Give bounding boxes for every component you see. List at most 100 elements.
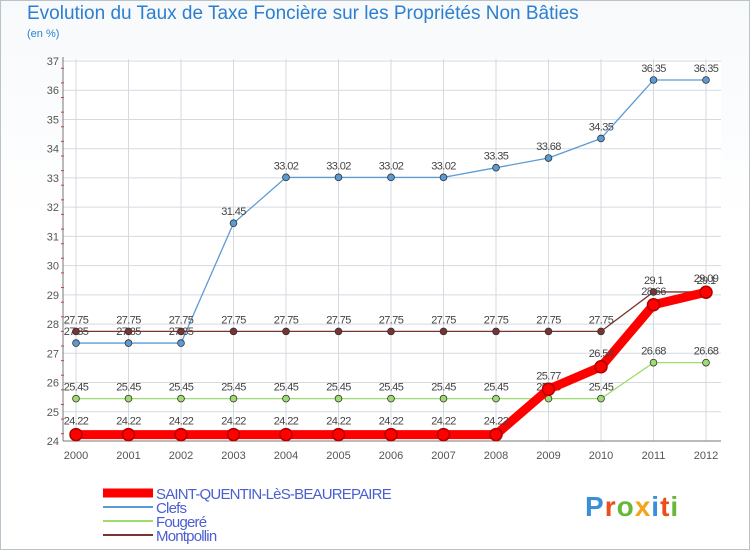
data-point-3 [124,327,133,336]
data-label: 27.75 [116,314,141,326]
data-label: 25.45 [484,382,509,394]
data-label: 29.1 [644,275,663,287]
logo-letter: r [604,491,617,522]
logo-letter: o [616,491,635,522]
data-point-1 [282,173,290,182]
x-tick-label: 2006 [379,450,403,462]
data-point-2 [439,394,448,403]
data-label: 29.09 [694,273,719,285]
y-tick-label: 27 [47,348,59,360]
proxiti-logo: Proxiti [585,491,679,523]
x-tick-label: 2003 [221,450,245,462]
data-point-3 [649,288,658,296]
y-tick-label: 37 [47,56,59,68]
data-label: 36.35 [641,63,666,75]
data-point-3 [334,327,343,336]
data-label: 24.22 [274,416,299,428]
data-label: 33.02 [379,160,404,172]
x-tick-label: 2010 [589,450,613,462]
data-point-2 [702,358,710,367]
data-point-0 [279,427,293,442]
data-label: 27.75 [169,314,194,326]
y-tick-label: 30 [47,261,59,273]
data-label: 26.68 [641,346,666,358]
data-label: 27.75 [379,314,404,326]
data-label: 25.45 [431,382,456,394]
data-point-1 [439,173,448,182]
data-point-0 [69,427,83,442]
data-point-1 [177,339,185,347]
y-tick-label: 26 [47,378,59,390]
data-point-2 [334,394,343,403]
y-tick-label: 35 [47,114,59,126]
data-label: 28.66 [641,286,666,298]
data-label: 27.75 [431,314,456,326]
y-tick-label: 36 [47,85,59,97]
data-label: 26.54 [589,348,614,360]
data-point-0 [489,427,503,442]
data-point-1 [544,154,553,162]
data-label: 27.75 [274,314,299,326]
data-label: 24.22 [379,416,404,428]
data-point-1 [334,173,343,182]
data-label: 33.68 [536,141,561,153]
data-point-1 [649,76,658,84]
data-point-1 [492,163,500,172]
data-point-3 [544,327,553,336]
data-label: 25.45 [169,382,194,394]
data-point-0 [646,298,661,312]
data-point-0 [436,427,451,442]
data-label: 24.22 [169,416,194,428]
x-tick-label: 2008 [484,450,508,462]
data-point-0 [594,360,608,374]
data-label: 25.45 [221,382,246,394]
x-tick-label: 2012 [694,450,718,462]
data-label: 27.75 [221,314,246,326]
y-tick-label: 34 [47,144,59,156]
data-point-2 [229,394,238,403]
data-point-0 [384,427,398,442]
x-tick-label: 2000 [64,450,88,462]
data-point-1 [702,76,710,84]
data-label: 36.35 [694,63,719,75]
legend-label-2: Fougeré [156,514,207,531]
x-tick-label: 2009 [536,450,560,462]
data-label: 27.75 [589,314,614,326]
y-tick-label: 28 [47,319,59,331]
data-point-1 [124,339,133,347]
data-label: 24.22 [431,416,456,428]
data-label: 25.45 [326,382,351,394]
data-label: 24.22 [484,416,509,428]
data-label: 25.77 [536,370,561,382]
x-tick-label: 2007 [431,450,455,462]
y-tick-label: 25 [47,407,59,419]
data-point-1 [387,173,395,182]
legend-label-1: Clefs [156,500,186,517]
data-point-2 [124,394,133,403]
legend-label-0: SAINT-QUENTIN-LèS-BEAUREPAIRE [156,486,392,503]
data-label: 25.45 [274,382,299,394]
data-point-2 [282,394,290,403]
data-point-2 [492,394,500,403]
data-point-1 [229,219,238,228]
data-label: 27.75 [536,314,561,326]
y-tick-label: 29 [47,290,59,302]
data-label: 27.75 [484,314,509,326]
logo-letter: P [585,491,605,522]
logo-letter: x [634,491,652,522]
y-tick-label: 32 [47,202,59,214]
data-point-0 [226,427,241,442]
data-point-3 [492,327,500,336]
data-point-3 [387,327,395,336]
data-label: 31.45 [221,206,246,218]
data-point-3 [597,327,605,336]
data-point-3 [177,327,185,336]
data-point-1 [72,339,80,347]
x-tick-label: 2011 [642,450,666,462]
data-label: 34.35 [589,121,614,133]
logo-letter: i [670,491,680,522]
data-point-1 [597,134,605,143]
data-label: 24.22 [221,416,246,428]
y-unit-label: (en %) [27,28,60,40]
data-label: 25.45 [64,382,89,394]
